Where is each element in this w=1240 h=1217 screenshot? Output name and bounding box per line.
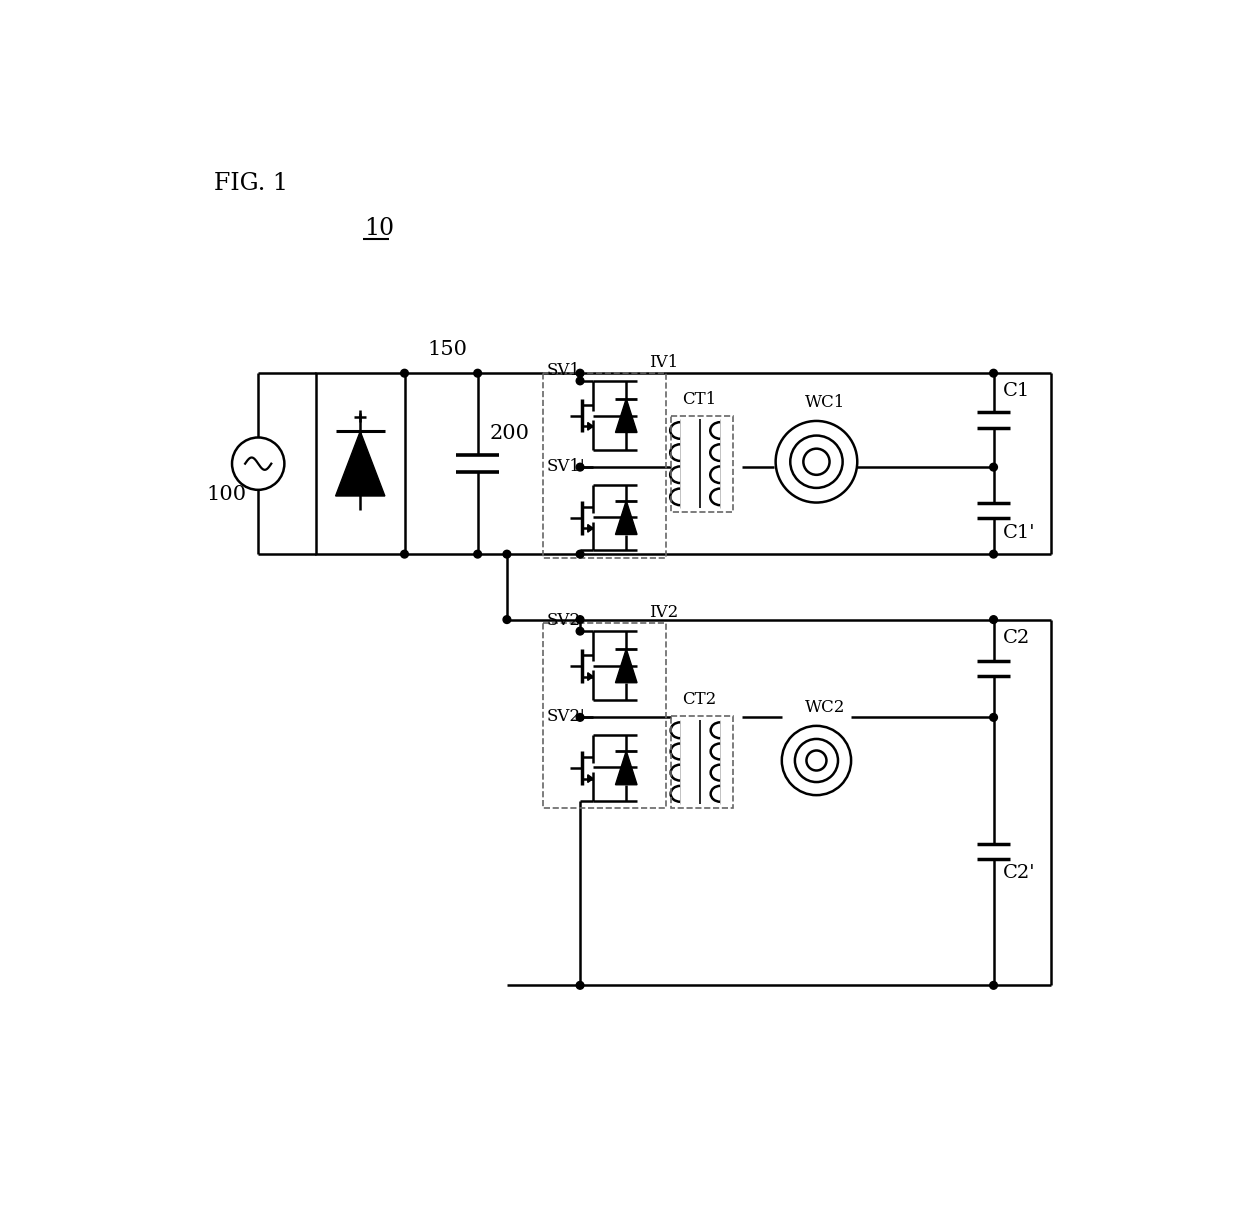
Text: FIG. 1: FIG. 1: [213, 172, 288, 195]
Polygon shape: [615, 399, 637, 432]
Polygon shape: [336, 431, 384, 497]
Circle shape: [577, 377, 584, 385]
Text: SV2': SV2': [547, 708, 585, 725]
Polygon shape: [588, 673, 593, 680]
Circle shape: [474, 550, 481, 557]
Circle shape: [990, 616, 997, 623]
Text: 10: 10: [365, 217, 394, 240]
Bar: [671, 716, 733, 808]
Bar: [671, 415, 733, 512]
Text: 200: 200: [490, 424, 529, 443]
Circle shape: [990, 369, 997, 377]
Circle shape: [990, 713, 997, 722]
Text: 150: 150: [428, 341, 467, 359]
Circle shape: [474, 369, 481, 377]
Polygon shape: [588, 525, 593, 532]
Text: C1': C1': [1003, 523, 1035, 542]
Text: SV1: SV1: [547, 361, 582, 378]
Polygon shape: [615, 500, 637, 534]
Circle shape: [577, 713, 584, 722]
Bar: [543, 374, 666, 557]
Text: SV2: SV2: [547, 612, 582, 629]
Circle shape: [577, 369, 584, 377]
Text: IV2: IV2: [649, 605, 678, 622]
Circle shape: [577, 464, 584, 471]
Circle shape: [401, 550, 408, 557]
Text: CT1: CT1: [682, 391, 715, 408]
Circle shape: [577, 627, 584, 635]
Circle shape: [503, 616, 511, 623]
Polygon shape: [588, 775, 593, 783]
Circle shape: [577, 616, 584, 623]
Circle shape: [990, 550, 997, 557]
Text: SV1': SV1': [547, 458, 585, 475]
Polygon shape: [615, 649, 637, 683]
Bar: [316, 374, 404, 554]
Circle shape: [990, 981, 997, 989]
Text: C2': C2': [1003, 864, 1035, 882]
Bar: [543, 623, 666, 808]
Text: C1: C1: [1003, 382, 1030, 400]
Polygon shape: [615, 751, 637, 785]
Text: IV1: IV1: [649, 354, 678, 371]
Text: 100: 100: [207, 486, 247, 504]
Polygon shape: [588, 422, 593, 430]
Text: C2: C2: [1003, 629, 1030, 646]
Circle shape: [577, 550, 584, 557]
Text: CT2: CT2: [682, 691, 715, 708]
Text: WC1: WC1: [805, 394, 846, 411]
Text: WC2: WC2: [805, 699, 846, 716]
Circle shape: [990, 464, 997, 471]
Circle shape: [401, 369, 408, 377]
Circle shape: [503, 550, 511, 557]
Circle shape: [577, 981, 584, 989]
